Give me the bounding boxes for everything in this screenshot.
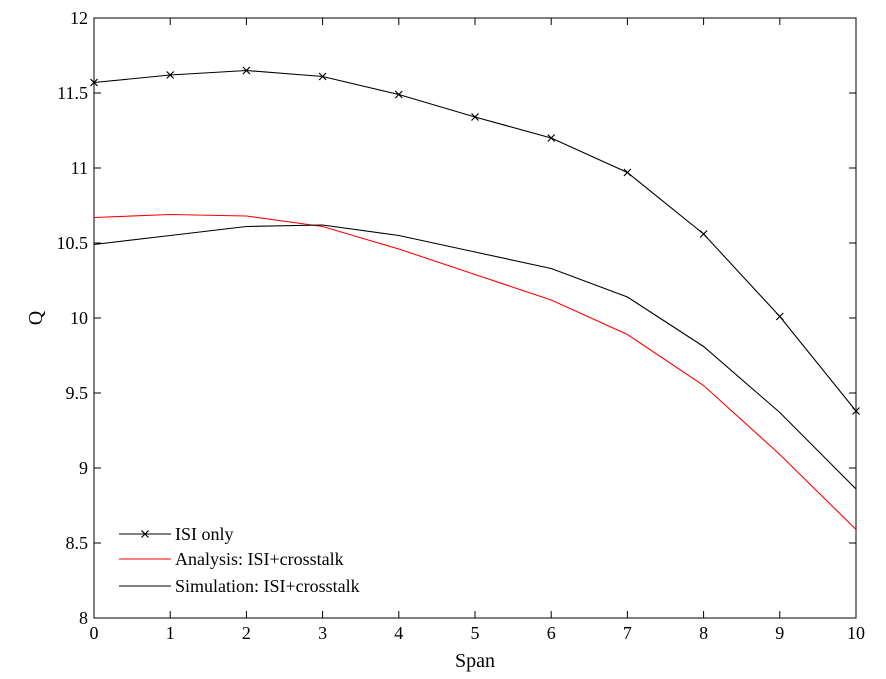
data-point-marker [166, 71, 175, 79]
y-tick-label: 9 [79, 458, 88, 478]
y-tick-label: 8.5 [66, 533, 89, 553]
y-tick-label: 11.5 [57, 83, 88, 103]
y-tick-label: 9.5 [66, 383, 89, 403]
legend-entry-label: Analysis: ISI+crosstalk [175, 549, 344, 569]
x-tick-label: 6 [547, 623, 556, 643]
data-point-marker [242, 66, 251, 75]
x-tick-label: 9 [775, 623, 784, 643]
x-tick-label: 5 [471, 623, 480, 643]
x-tick-label: 2 [242, 623, 251, 643]
x-tick-label: 10 [847, 623, 865, 643]
data-point-marker [318, 72, 327, 81]
plot-area [93, 17, 857, 619]
legend-entry-label: ISI only [175, 524, 234, 544]
y-axis-label: Q [25, 310, 47, 325]
y-tick-label: 10 [70, 308, 88, 328]
series-line-3 [93, 224, 857, 490]
series-lines [90, 66, 860, 530]
x-tick-label: 0 [90, 623, 99, 643]
legend: ISI only Analysis: ISI+crosstalk Simulatio… [119, 524, 360, 596]
data-point-marker [623, 168, 632, 177]
data-point-marker [394, 90, 403, 99]
data-point-marker [699, 230, 708, 238]
data-point-marker [852, 407, 860, 415]
data-point-marker [775, 312, 784, 321]
y-tick-label: 10.5 [57, 233, 89, 253]
data-point-marker [471, 113, 479, 121]
legend-entry-label: Simulation: ISI+crosstalk [175, 576, 360, 596]
x-tick-label: 7 [623, 623, 632, 643]
x-tick-label: 8 [699, 623, 708, 643]
y-tick-label: 12 [70, 8, 88, 28]
legend-marker [141, 530, 149, 538]
x-tick-label: 1 [166, 623, 175, 643]
data-point-marker [90, 78, 98, 87]
x-axis-label: Span [455, 650, 495, 672]
data-point-marker [547, 134, 556, 142]
series-line-2 [93, 213, 857, 530]
x-tick-label: 4 [394, 623, 403, 643]
x-tick-label: 3 [318, 623, 327, 643]
y-tick-label: 11 [71, 158, 88, 178]
y-tick-label: 8 [79, 608, 88, 628]
